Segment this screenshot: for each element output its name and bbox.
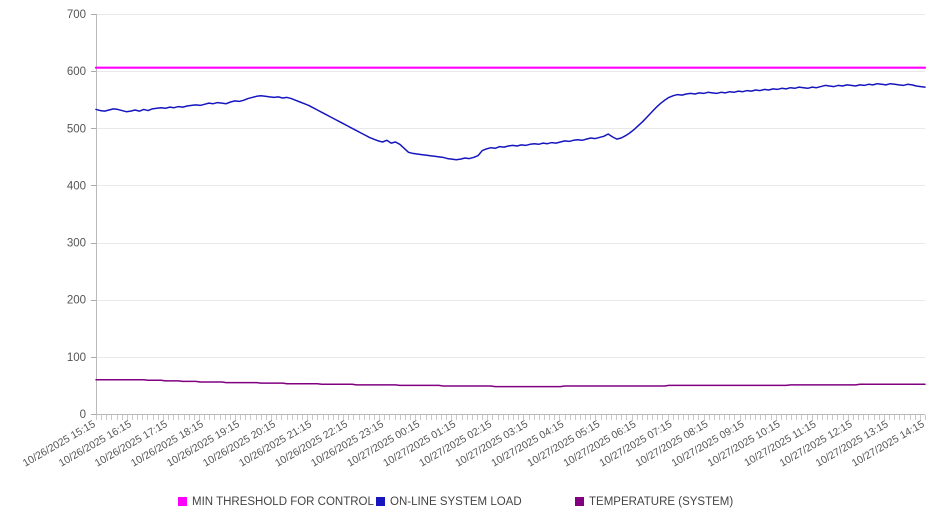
y-tick-label: 100 — [67, 352, 86, 364]
series-group — [94, 66, 927, 388]
legend-swatch — [178, 497, 187, 506]
y-tick-label: 200 — [67, 295, 86, 307]
gridlines — [96, 14, 925, 415]
y-tick-label: 500 — [67, 123, 86, 135]
chart-legend: MIN THRESHOLD FOR CONTROL ON-LINE SYSTEM … — [178, 496, 733, 508]
y-tick-label: 300 — [67, 238, 86, 250]
y-tick-label: 700 — [67, 9, 86, 21]
x-axis — [96, 414, 926, 420]
legend-label: ON-LINE SYSTEM LOAD — [390, 496, 522, 508]
legend-label: TEMPERATURE (SYSTEM) — [589, 496, 733, 508]
y-axis — [91, 14, 97, 415]
series-line-1 — [95, 82, 926, 161]
y-tick-label: 0 — [80, 409, 86, 421]
legend-label: MIN THRESHOLD FOR CONTROL — [192, 496, 374, 508]
series-line-2 — [95, 378, 926, 388]
y-tick-labels: 0 100 200 300 400 500 600 700 — [67, 9, 86, 421]
y-tick-label: 400 — [67, 180, 86, 192]
y-tick-label: 600 — [67, 66, 86, 78]
legend-swatch — [376, 497, 385, 506]
legend-swatch — [575, 497, 584, 506]
